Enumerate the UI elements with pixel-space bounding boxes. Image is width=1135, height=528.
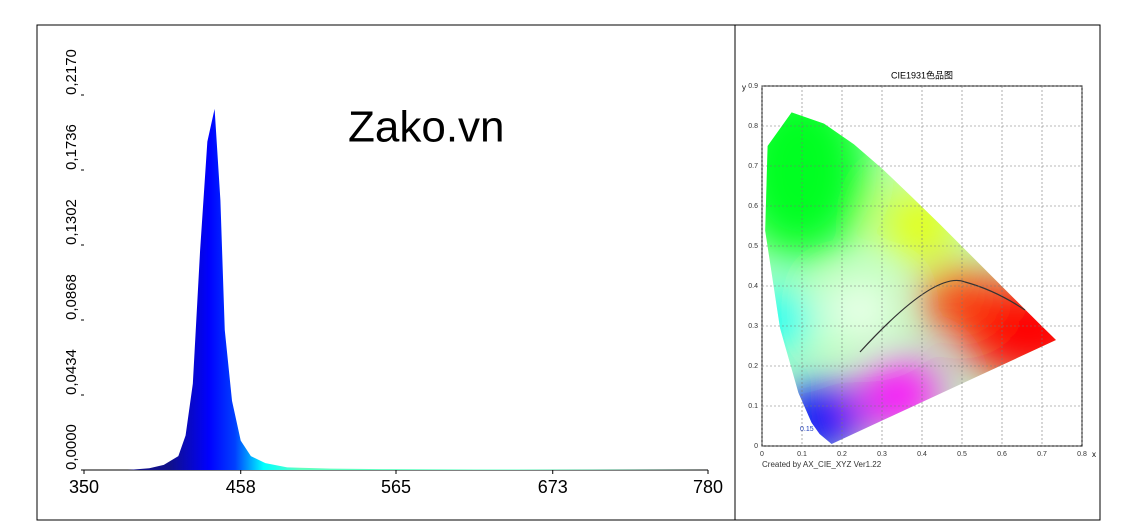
spectrum-area bbox=[127, 108, 708, 470]
annotation: 0.15 bbox=[800, 426, 814, 433]
x-tick-label: 0.4 bbox=[917, 451, 927, 458]
planckian-locus bbox=[859, 280, 1026, 353]
y-tick-label: 0,1302 bbox=[63, 199, 80, 245]
y-tick-label: 0.1 bbox=[748, 403, 758, 410]
x-tick-label: 0.2 bbox=[837, 451, 847, 458]
y-tick-label: 0.9 bbox=[748, 83, 758, 90]
x-tick-label: 0.3 bbox=[877, 451, 887, 458]
y-axis-label: y bbox=[742, 83, 746, 92]
y-tick-label: 0,2170 bbox=[63, 49, 80, 95]
y-tick-label: 0.2 bbox=[748, 363, 758, 370]
y-tick-label: 0.3 bbox=[748, 323, 758, 330]
watermark: Zako.vn bbox=[348, 103, 505, 152]
outer-frame bbox=[36, 24, 1101, 521]
x-tick-label: 0.1 bbox=[797, 451, 807, 458]
x-tick-label: 0.8 bbox=[1077, 451, 1087, 458]
x-tick-label: 0.7 bbox=[1037, 451, 1047, 458]
x-axis-label: x bbox=[1092, 450, 1096, 459]
x-tick-label: 673 bbox=[538, 477, 568, 497]
x-tick-label: 0.5 bbox=[957, 451, 967, 458]
y-tick-label: 0 bbox=[754, 443, 758, 450]
y-tick-label: 0.5 bbox=[748, 243, 758, 250]
footnote: Created by AX_CIE_XYZ Ver1.22 bbox=[762, 460, 882, 469]
y-tick-label: 0,1736 bbox=[63, 124, 80, 170]
y-tick-label: 0.8 bbox=[748, 123, 758, 130]
x-tick-label: 350 bbox=[69, 477, 99, 497]
cie-title: CIE1931色品图 bbox=[891, 69, 953, 80]
x-tick-label: 0.6 bbox=[997, 451, 1007, 458]
y-tick-label: 0,0000 bbox=[63, 424, 80, 470]
y-tick-label: 0.4 bbox=[748, 283, 758, 290]
chromaticity-fill bbox=[765, 112, 1056, 445]
x-tick-label: 565 bbox=[381, 477, 411, 497]
y-tick-label: 0,0434 bbox=[63, 349, 80, 395]
x-tick-label: 458 bbox=[226, 477, 256, 497]
y-tick-label: 0.7 bbox=[748, 163, 758, 170]
y-tick-label: 0.6 bbox=[748, 203, 758, 210]
x-tick-label: 0 bbox=[760, 451, 764, 458]
y-tick-label: 0,0868 bbox=[63, 274, 80, 320]
x-tick-label: 780 bbox=[693, 477, 723, 497]
